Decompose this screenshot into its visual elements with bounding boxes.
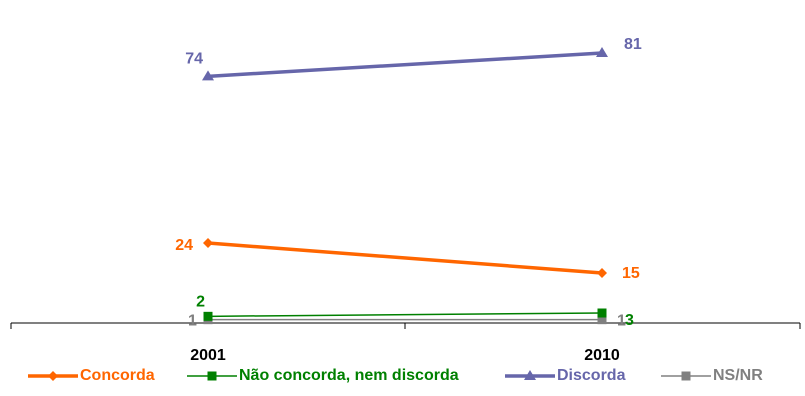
legend-swatch-ns-nr: [661, 371, 711, 381]
legend-swatch-nao-concorda-nem-discorda: [187, 371, 237, 381]
legend-item-nao-concorda-nem-discorda: Não concorda, nem discorda: [187, 366, 459, 386]
data-point-discorda-2001: [202, 70, 214, 81]
data-point-discorda-2010: [596, 47, 608, 57]
legend-item-discorda: Discorda: [505, 366, 625, 386]
data-label-ns-nr-2001: 1: [188, 313, 197, 330]
legend-label-discorda: Discorda: [557, 367, 626, 384]
data-label-concorda-2010: 15: [622, 265, 640, 282]
data-label-nao-concorda-nem-discorda-2001: 2: [196, 293, 205, 310]
data-label-concorda-2001: 24: [175, 237, 193, 254]
legend-label-concorda: Concorda: [80, 367, 155, 384]
line-chart: 2001 2010 1 1 2 3 24 15 74 81: [10, 36, 801, 364]
x-tick-label-2001: 2001: [190, 347, 226, 364]
data-point-concorda-2010: [597, 268, 607, 278]
legend-label-ns-nr: NS/NR: [713, 367, 763, 384]
data-label-ns-nr-2010: 1: [617, 313, 626, 330]
chart-legend: Concorda Não concorda, nem discorda Discor…: [0, 366, 805, 394]
series-line-nao-concorda-nem-discorda: [207, 312, 603, 318]
x-tick-label-2010: 2010: [584, 347, 620, 364]
data-label-discorda-2001: 74: [185, 50, 203, 67]
legend-swatch-concorda: [28, 371, 78, 381]
legend-label-nao-concorda-nem-discorda: Não concorda, nem discorda: [239, 367, 459, 384]
legend-item-ns-nr: NS/NR: [661, 366, 763, 386]
data-label-discorda-2010: 81: [624, 36, 642, 53]
data-point-nao-concorda-nem-discorda-2001: [203, 311, 213, 321]
legend-item-concorda: Concorda: [28, 366, 155, 386]
legend-swatch-discorda: [505, 370, 555, 380]
series-line-concorda: [207, 241, 603, 275]
series-line-discorda: [207, 51, 603, 79]
data-point-concorda-2001: [203, 238, 213, 248]
data-point-nao-concorda-nem-discorda-2010: [597, 308, 607, 318]
data-point-ns-nr-2010: [597, 315, 607, 325]
data-label-nao-concorda-nem-discorda-2010: 3: [625, 312, 634, 329]
